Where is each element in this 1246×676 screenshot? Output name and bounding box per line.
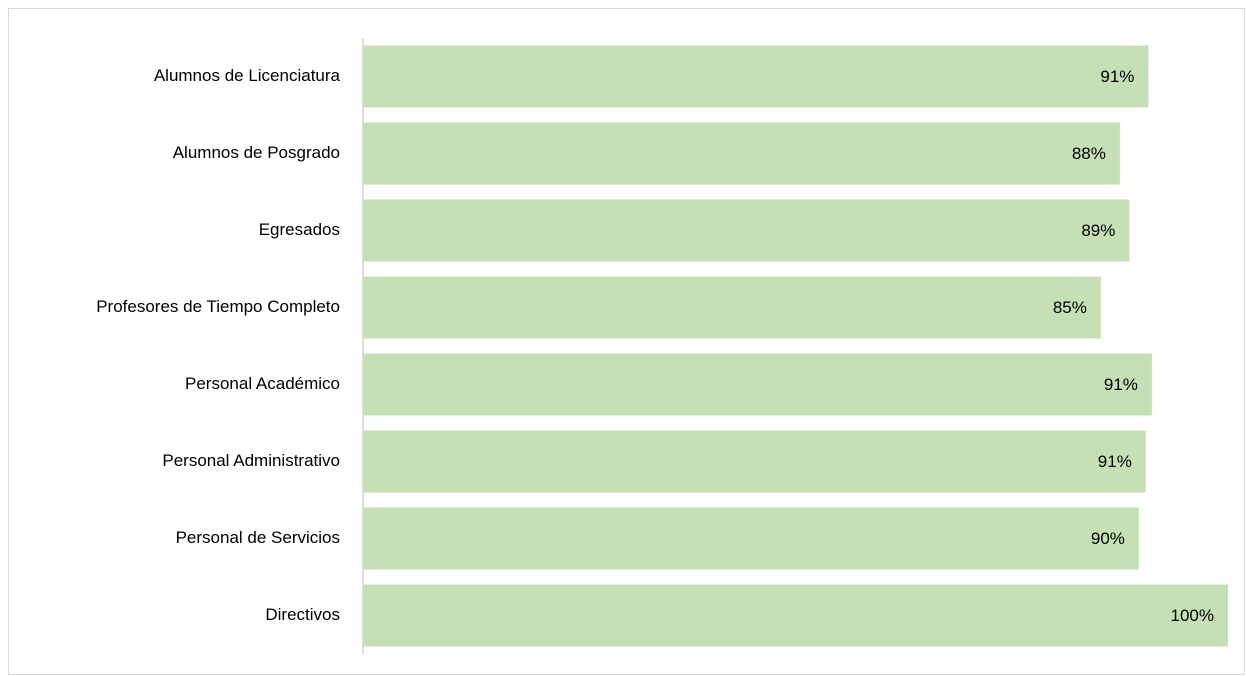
bar — [363, 353, 1152, 416]
y-tick-label: Personal Administrativo — [162, 451, 340, 470]
data-label: 100% — [1171, 606, 1214, 625]
bar — [363, 199, 1130, 262]
y-tick-label: Profesores de Tiempo Completo — [96, 297, 340, 316]
data-label: 89% — [1081, 221, 1115, 240]
y-tick-label: Alumnos de Posgrado — [173, 143, 340, 162]
bar — [363, 276, 1101, 339]
y-tick-label: Directivos — [265, 605, 340, 624]
chart-frame — [8, 8, 1245, 675]
data-label: 91% — [1104, 375, 1138, 394]
bar — [363, 507, 1139, 570]
y-tick-label: Egresados — [259, 220, 340, 239]
data-label: 90% — [1091, 529, 1125, 548]
y-tick-label: Personal de Servicios — [176, 528, 340, 547]
data-label: 85% — [1053, 298, 1087, 317]
bar — [363, 45, 1149, 108]
bar — [363, 122, 1120, 185]
data-label: 91% — [1100, 67, 1134, 86]
data-label: 91% — [1098, 452, 1132, 471]
bar — [363, 430, 1146, 493]
y-tick-label: Alumnos de Licenciatura — [154, 66, 341, 85]
data-label: 88% — [1072, 144, 1106, 163]
y-tick-label: Personal Académico — [185, 374, 340, 393]
bar — [363, 584, 1228, 647]
